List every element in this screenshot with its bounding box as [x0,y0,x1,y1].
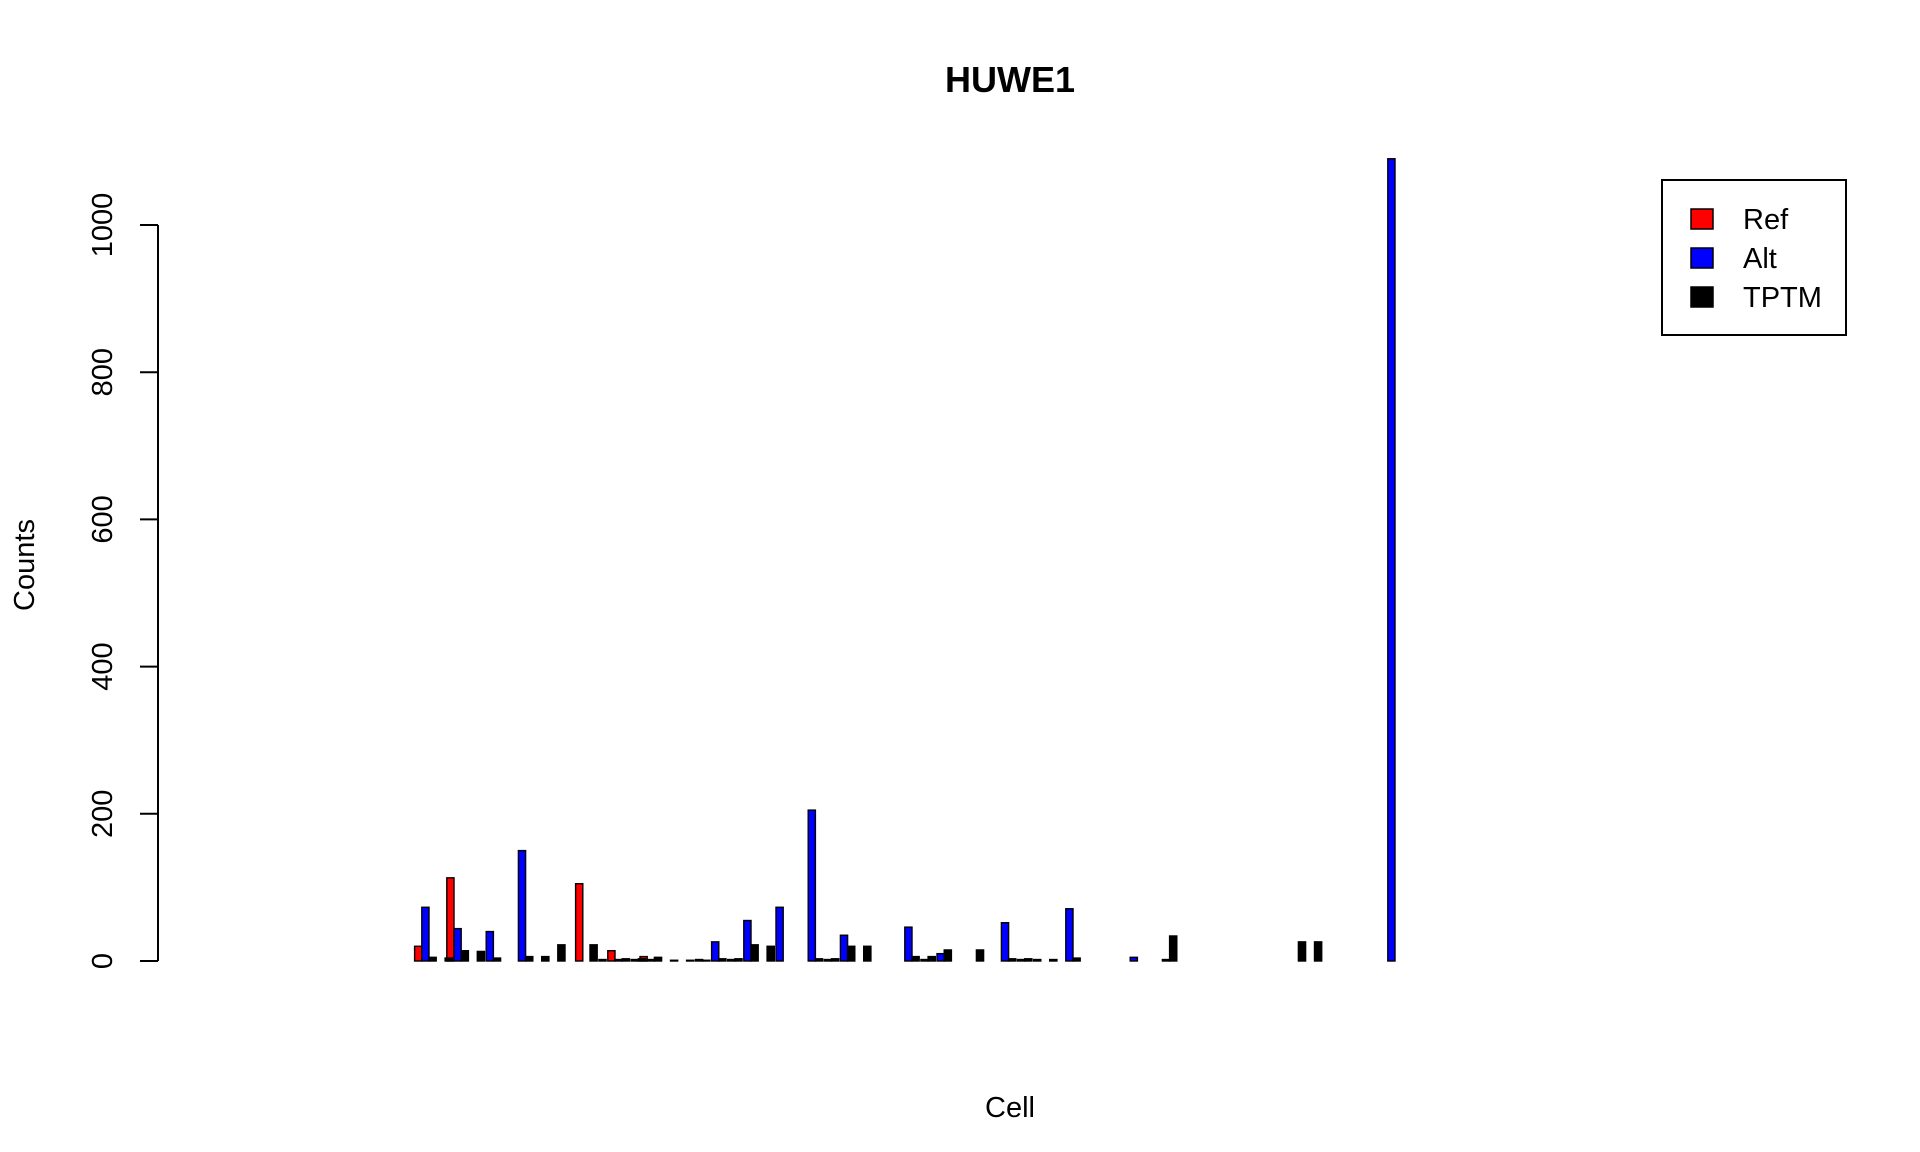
bar-tptm [943,949,953,962]
legend: Ref Alt TPTM [1661,179,1847,336]
bar-alt [775,906,784,962]
y-tick-label: 1000 [87,193,119,258]
bar-alt [1048,958,1058,962]
bar-tptm [1168,935,1178,962]
y-tick-label: 0 [87,953,119,969]
bar-tptm [492,957,502,962]
y-tick-label: 400 [87,642,119,690]
bar-tptm [524,955,534,962]
y-axis-label: Counts [9,519,41,611]
bar-alt [453,927,462,962]
bar-tptm [1072,957,1081,962]
legend-label-tptm: TPTM [1743,282,1822,314]
legend-label-ref: Ref [1743,204,1789,236]
bar-alt [646,958,656,962]
bar-alt [839,934,849,962]
bar-tptm [1007,958,1017,962]
y-tick-label: 600 [87,495,119,543]
bar-alt [936,952,945,962]
bar-tptm [428,956,437,962]
bar-alt [1016,958,1026,962]
bar-alt [598,958,607,962]
bar-tptm [557,944,566,962]
bar-alt [1000,922,1010,962]
bar-alt [710,941,720,962]
bars [413,158,1396,962]
bar-tptm [669,959,679,962]
bar-alt [904,926,913,962]
bar-alt [485,930,495,962]
y-tick-label: 800 [87,348,119,396]
bar-tptm [830,958,840,962]
bar-alt [614,958,623,962]
bar-tptm [1297,941,1307,962]
bar-tptm [541,955,550,962]
legend-label-alt: Alt [1743,243,1777,275]
bar-alt [1065,908,1074,962]
x-axis-label: Cell [985,1092,1035,1124]
bar-tptm [702,959,711,962]
bar-alt [920,958,929,962]
bar-alt [727,958,736,962]
bar-tptm [846,945,856,962]
bar-alt [1032,958,1042,962]
bar-alt [630,958,639,962]
bar-alt [807,809,817,962]
y-tick-label: 200 [87,790,119,838]
bar-tptm [863,945,872,962]
bar-tptm [460,950,470,962]
bar-tptm [911,955,920,962]
bar-tptm [653,956,663,962]
bar-tptm [637,958,647,962]
bar-alt [694,958,704,962]
bar-tptm [718,958,727,962]
bar-ref [574,883,584,962]
bar-tptm [621,958,631,962]
bar-tptm [476,950,486,962]
bar-alt [421,906,430,962]
bar-alt [743,919,752,962]
legend-swatch-alt [1690,247,1714,269]
bar-alt [517,849,527,962]
bar-tptm [444,957,454,962]
bar-tptm [1023,958,1033,962]
bar-tptm [734,958,743,962]
y-axis: 0 200 400 600 800 1000 [87,193,159,969]
legend-swatch-ref [1690,208,1714,230]
bar-alt [823,958,833,962]
bar-tptm [750,944,759,962]
bar-tptm [975,949,985,962]
chart-title: HUWE1 [945,59,1075,100]
bar-tptm [766,945,775,962]
bar-alt [1129,956,1139,962]
bar-tptm [685,959,695,962]
bar-tptm [927,955,936,962]
bar-ref [446,877,455,962]
bar-ref [607,950,616,962]
bar-alt [1387,158,1396,962]
bar-tptm [589,944,598,962]
bar-tptm [814,958,824,962]
bar-tptm [1313,941,1323,962]
bar-ref [413,945,423,962]
bar-alt [1161,958,1171,962]
legend-swatch-tptm [1690,286,1714,308]
